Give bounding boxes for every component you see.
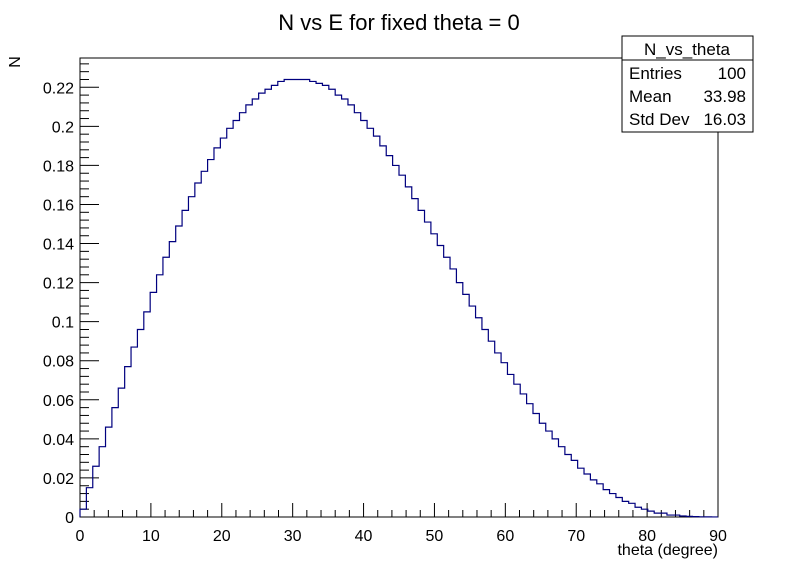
y-tick-label: 0.12 (43, 276, 74, 293)
x-tick-label: 10 (142, 528, 160, 545)
x-tick-label: 20 (213, 528, 231, 545)
stat-value-mean: 33.98 (703, 87, 746, 106)
y-axis-ticks: 0 0.02 0.04 0.06 0.08 0.1 0.12 0.14 0.16 0.18 0.2 0… (43, 63, 99, 527)
x-tick-label: 90 (709, 528, 727, 545)
y-tick-label: 0.08 (43, 354, 74, 371)
plot-frame (79, 57, 719, 518)
y-tick-label: 0.16 (43, 197, 74, 214)
y-tick-label: 0.04 (43, 432, 74, 449)
y-tick-label: 0 (65, 510, 74, 527)
x-tick-label: 40 (355, 528, 373, 545)
y-tick-label: 0.18 (43, 158, 74, 175)
x-tick-label: 60 (496, 528, 514, 545)
stat-value-stddev: 16.03 (703, 110, 746, 129)
y-axis-label: N (7, 56, 24, 68)
stat-label-entries: Entries (629, 64, 682, 83)
x-tick-label: 30 (284, 528, 302, 545)
y-tick-label: 0.06 (43, 393, 74, 410)
stat-label-stddev: Std Dev (629, 110, 690, 129)
chart-title: N vs E for fixed theta = 0 (278, 10, 520, 35)
histogram-line (79, 78, 718, 518)
stat-value-entries: 100 (718, 64, 746, 83)
x-tick-label: 0 (76, 528, 85, 545)
x-tick-label: 80 (638, 528, 656, 545)
stats-box: N_vs_theta Entries 100 Mean 33.98 Std De… (621, 35, 754, 133)
y-tick-label: 0.22 (43, 80, 74, 97)
x-tick-label: 50 (426, 528, 444, 545)
x-axis-label: theta (degree) (617, 542, 718, 559)
x-tick-label: 70 (567, 528, 585, 545)
y-tick-label: 0.1 (52, 315, 74, 332)
y-tick-label: 0.02 (43, 471, 74, 488)
stats-box-title: N_vs_theta (644, 40, 731, 59)
y-tick-label: 0.2 (52, 119, 74, 136)
x-axis-ticks: 0 10 20 30 40 50 60 70 80 90 (76, 503, 727, 545)
y-tick-label: 0.14 (43, 237, 74, 254)
stat-label-mean: Mean (629, 87, 672, 106)
stats-box-frame (621, 35, 754, 133)
